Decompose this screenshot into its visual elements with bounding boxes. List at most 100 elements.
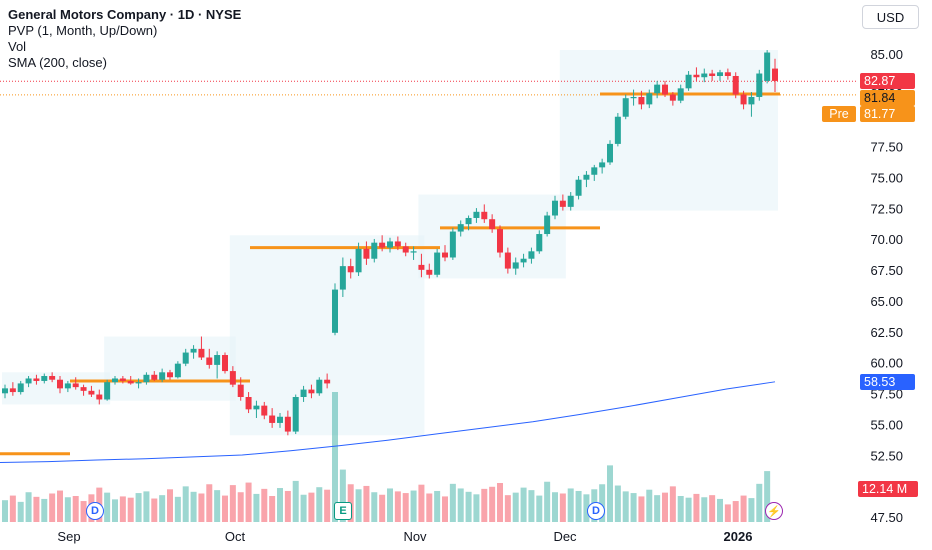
volume-bar <box>135 493 142 522</box>
volume-bar <box>72 496 79 522</box>
volume-bar <box>410 490 417 522</box>
candle-body <box>599 162 606 168</box>
volume-bar <box>748 498 755 522</box>
candle-body <box>756 73 763 97</box>
volume-bar <box>25 492 32 522</box>
volume-profile-area <box>559 50 778 211</box>
volume-bar <box>261 488 268 522</box>
candle-body <box>622 98 629 117</box>
candle-body <box>284 416 291 432</box>
candle-body <box>222 355 228 372</box>
candle-body <box>685 74 692 89</box>
candle-body <box>669 94 676 101</box>
volume-bar <box>544 481 551 522</box>
sma-indicator-label[interactable]: SMA (200, close) <box>8 55 107 70</box>
candle-body <box>724 72 731 76</box>
volume-bar <box>732 501 739 522</box>
volume-bar <box>473 494 480 522</box>
volume-bar <box>237 492 244 522</box>
volume-bar <box>599 484 606 522</box>
candle-body <box>693 74 700 78</box>
lightning-icon[interactable]: ⚡ <box>765 502 783 520</box>
candle-body <box>245 397 252 410</box>
volume-bar <box>394 491 401 522</box>
x-axis-tick: Nov <box>403 529 427 544</box>
candle-body <box>457 224 464 232</box>
volume-bar <box>559 493 566 522</box>
candle-body <box>339 266 346 290</box>
candle-body <box>363 248 370 259</box>
volume-profile-area <box>104 336 236 401</box>
symbol-title[interactable]: General Motors Company · 1D · NYSE <box>8 7 242 22</box>
y-axis-tick: 52.50 <box>870 448 903 463</box>
candle-body <box>355 248 362 273</box>
volume-bar <box>630 493 637 522</box>
candle-body <box>497 229 503 253</box>
candle-body <box>449 231 456 258</box>
volume-bar <box>371 492 378 522</box>
candle-body <box>528 251 535 259</box>
volume-bar <box>308 492 315 522</box>
volume-bar <box>457 488 464 522</box>
volume-bar <box>253 493 260 522</box>
volume-tag: 12.14 M <box>858 481 918 497</box>
volume-bar <box>567 488 574 522</box>
candle-body <box>677 88 684 101</box>
volume-bar <box>159 495 166 522</box>
volume-bar <box>449 483 456 522</box>
candle-body <box>261 405 268 416</box>
candle-body <box>80 387 87 391</box>
volume-bar <box>151 498 158 522</box>
candle-body <box>143 374 150 383</box>
volume-bar <box>638 496 645 522</box>
candle-body <box>316 379 323 394</box>
volume-bar <box>552 492 558 522</box>
y-axis-tick: 57.50 <box>870 387 903 402</box>
candle-body <box>151 374 158 380</box>
candle-body <box>772 68 778 81</box>
candle-body <box>2 388 8 394</box>
candle-body <box>552 200 558 216</box>
volume-bar <box>57 490 63 522</box>
candle-body <box>292 397 299 432</box>
volume-bar <box>104 492 111 522</box>
candle-body <box>512 262 519 269</box>
earnings-icon[interactable]: E <box>334 502 352 520</box>
candle-body <box>662 84 668 95</box>
volume-bar <box>528 490 535 522</box>
volume-bar <box>520 487 527 522</box>
volume-bar <box>724 504 731 522</box>
volume-indicator-label[interactable]: Vol <box>8 39 27 54</box>
candle-body <box>717 72 723 76</box>
candle-body <box>740 94 747 105</box>
volume-bar <box>363 485 370 522</box>
candle-body <box>379 242 386 248</box>
volume-bar <box>379 494 386 522</box>
pvp-indicator-label[interactable]: PVP (1, Month, Up/Down) <box>8 23 158 38</box>
candle-body <box>442 252 448 258</box>
candle-body <box>167 372 173 378</box>
candle-body <box>72 383 79 388</box>
candle-body <box>308 389 315 394</box>
dividend-icon[interactable]: D <box>86 502 104 520</box>
volume-bar <box>646 489 653 522</box>
candle-body <box>489 219 496 230</box>
volume-bar <box>198 493 205 522</box>
candle-body <box>567 195 574 207</box>
y-axis-tick: 77.50 <box>870 140 903 155</box>
volume-bar <box>64 497 71 522</box>
volume-bar <box>182 486 189 522</box>
y-axis-tick: 85.00 <box>870 47 903 62</box>
candle-body <box>559 200 566 207</box>
volume-bar <box>300 494 307 522</box>
dividend-icon[interactable]: D <box>587 502 605 520</box>
premarket-price-tag: 81.77 <box>860 106 915 122</box>
candle-body <box>214 355 221 365</box>
candle-body <box>748 96 755 105</box>
currency-button[interactable]: USD <box>862 5 919 29</box>
volume-bar <box>481 488 488 522</box>
volume-bar <box>740 495 747 522</box>
volume-bar <box>434 490 441 522</box>
candle-body <box>253 405 260 410</box>
